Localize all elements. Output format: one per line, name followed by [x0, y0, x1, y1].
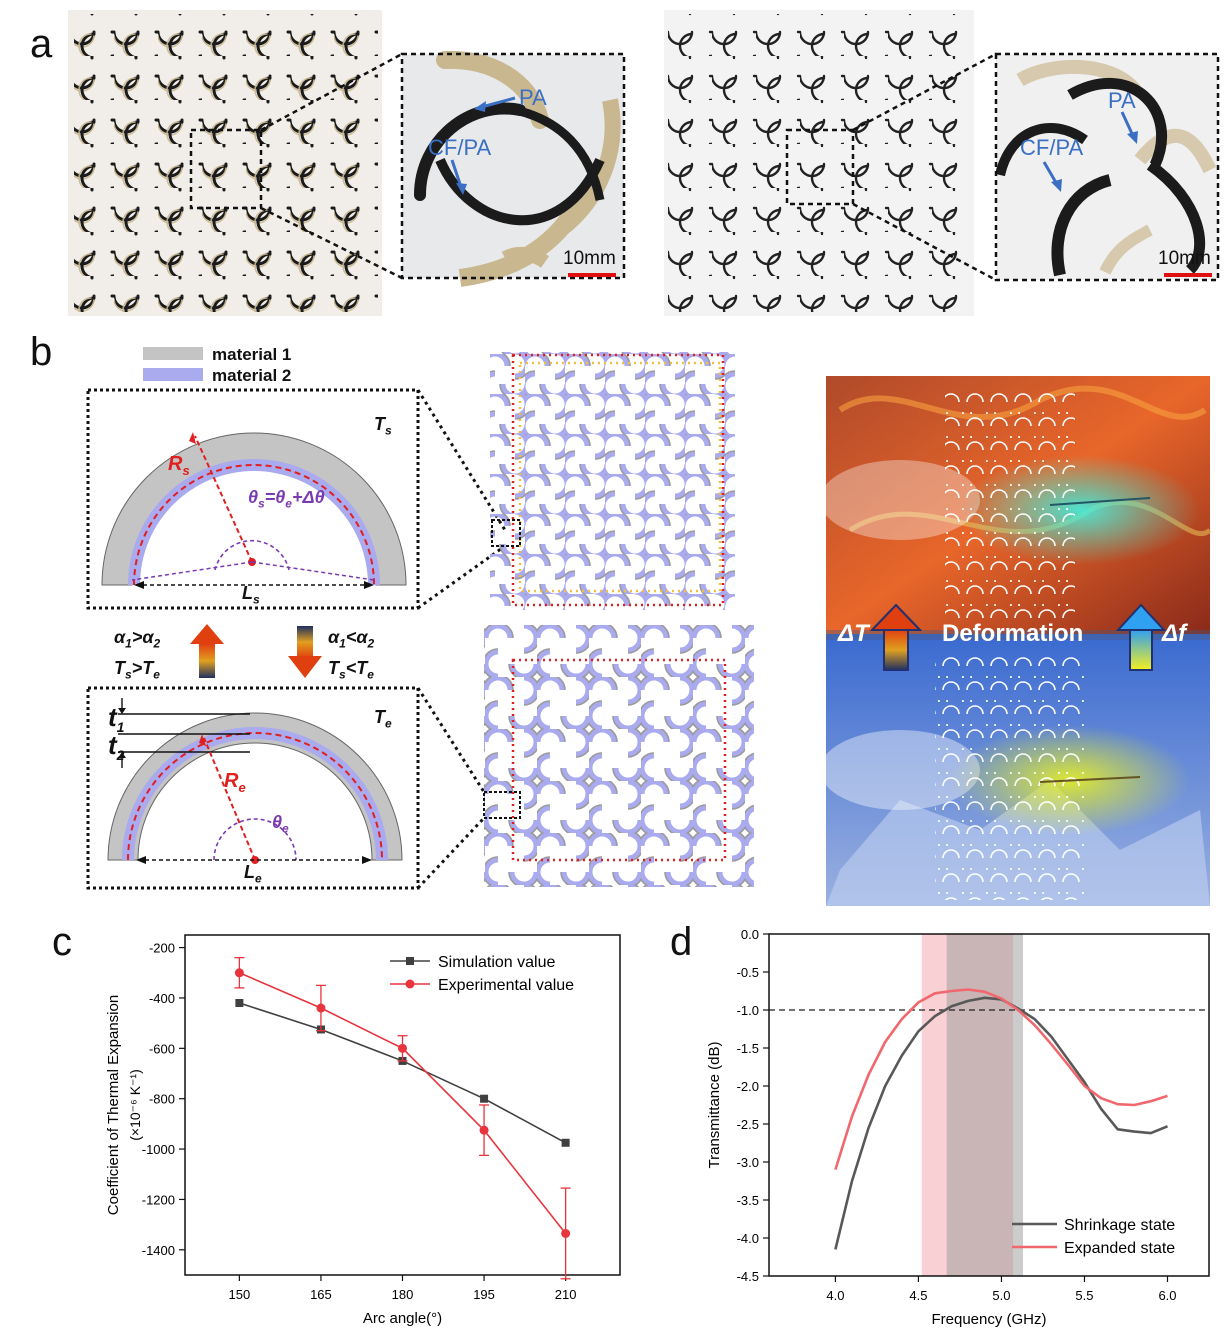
y-tick-label: -1400	[142, 1243, 175, 1258]
length-le-label: Le	[244, 862, 262, 886]
y-tick-label: -4.0	[737, 1231, 759, 1246]
x-tick-label: 150	[229, 1287, 251, 1302]
legend-label: Expanded state	[1064, 1240, 1175, 1257]
panel-b	[86, 347, 1212, 906]
chart-d: 4.0 4.5 5.0 5.5 6.0 0.0 -0.5 -1.0 -1.5 -2.0 -2.5 -3…	[706, 927, 1210, 1328]
data-point	[561, 1138, 570, 1147]
legend-label: Shrinkage state	[1064, 1217, 1175, 1234]
panel-label-c: c	[52, 920, 72, 964]
x-tick-label: 4.0	[826, 1288, 844, 1303]
delta-t-label: ΔT	[838, 620, 869, 647]
y-tick-label: -2.5	[737, 1117, 759, 1132]
series-line-1	[239, 972, 567, 1234]
condition-right: α1<α2 Ts<Te	[328, 627, 375, 682]
scale-label-right: 10mm	[1158, 248, 1211, 269]
y-tick-label: -0.5	[737, 965, 759, 980]
deformation-label: Deformation	[942, 620, 1084, 647]
data-point	[234, 968, 244, 978]
x-tick-label: 195	[473, 1287, 495, 1302]
condition-left: α1>α2 Ts>Te	[114, 627, 161, 682]
panel-label-a: a	[30, 22, 53, 66]
length-ls-label: Ls	[242, 583, 260, 607]
legend-marker	[406, 957, 414, 965]
y-tick-label: -600	[149, 1041, 175, 1056]
label-pa-left: PA	[519, 85, 547, 110]
x-tick-label: 6.0	[1158, 1288, 1176, 1303]
chart-d-xlabel: Frequency (GHz)	[931, 1311, 1046, 1328]
chart-c-xlabel: Arc angle(°)	[363, 1310, 442, 1327]
chart-c-ylabel: Coefficient of Thermal Expansion	[105, 995, 122, 1215]
data-point	[480, 1094, 489, 1103]
series-line-1	[834, 988, 1168, 1170]
radius-rs-label: Rs	[168, 453, 190, 478]
x-tick-label: 180	[392, 1287, 414, 1302]
theta-s-label: θs=θe+Δθ	[248, 487, 325, 511]
x-tick-label: 5.0	[992, 1288, 1010, 1303]
panel-label-d: d	[670, 920, 693, 964]
y-tick-label: -1.0	[737, 1003, 759, 1018]
theta-e-label: θe	[272, 812, 289, 836]
y-tick-label: -1200	[142, 1192, 175, 1207]
legend-material-1: material 1	[212, 345, 292, 364]
y-tick-label: -200	[149, 941, 175, 956]
x-tick-label: 210	[555, 1287, 577, 1302]
y-tick-label: -3.5	[737, 1193, 759, 1208]
y-tick-label: 0.0	[741, 927, 759, 942]
legend-label: Simulation value	[438, 954, 556, 971]
thickness-t1-label: t1	[108, 702, 125, 736]
chart-c-ylabel-unit: (×10⁻⁶ K⁻¹)	[127, 1069, 143, 1141]
label-cfpa-right: CF/PA	[1020, 135, 1084, 160]
x-tick-label: 165	[310, 1287, 332, 1302]
data-point	[561, 1228, 571, 1238]
y-tick-label: -400	[149, 991, 175, 1006]
highlight-band	[946, 934, 1024, 1276]
legend-material-2: material 2	[212, 366, 292, 385]
x-tick-label: 5.5	[1075, 1288, 1093, 1303]
data-point	[316, 1003, 326, 1013]
y-tick-label: -3.0	[737, 1155, 759, 1170]
data-point	[479, 1125, 489, 1135]
scale-label-left: 10mm	[563, 248, 616, 269]
temp-te-label: Te	[374, 707, 392, 731]
legend-label: Experimental value	[438, 977, 574, 994]
temp-ts-label: Ts	[374, 414, 392, 438]
y-tick-label: -2.0	[737, 1079, 759, 1094]
chart-d-ylabel: Transmittance (dB)	[706, 1042, 723, 1169]
legend-marker	[405, 979, 415, 989]
y-tick-label: -4.5	[737, 1269, 759, 1284]
x-tick-label: 4.5	[909, 1288, 927, 1303]
chart-c: 150 165 180 195 210 -200 -400 -600 -800 -1000 -120…	[105, 934, 621, 1327]
y-tick-label: -1.5	[737, 1041, 759, 1056]
delta-f-label: Δf	[1162, 620, 1187, 647]
panel-label-b: b	[30, 330, 53, 374]
series-line-0	[239, 1002, 567, 1144]
label-pa-right: PA	[1108, 88, 1136, 113]
label-cfpa-left: CF/PA	[428, 135, 492, 160]
y-tick-label: -1000	[142, 1142, 175, 1157]
radius-re-label: Re	[224, 770, 246, 795]
y-tick-label: -800	[149, 1092, 175, 1107]
thickness-t2-label: t2	[108, 730, 125, 764]
panel-a	[68, 10, 1220, 316]
chart-d-frame	[768, 933, 1210, 1277]
data-point	[235, 999, 244, 1007]
data-point	[398, 1043, 407, 1053]
